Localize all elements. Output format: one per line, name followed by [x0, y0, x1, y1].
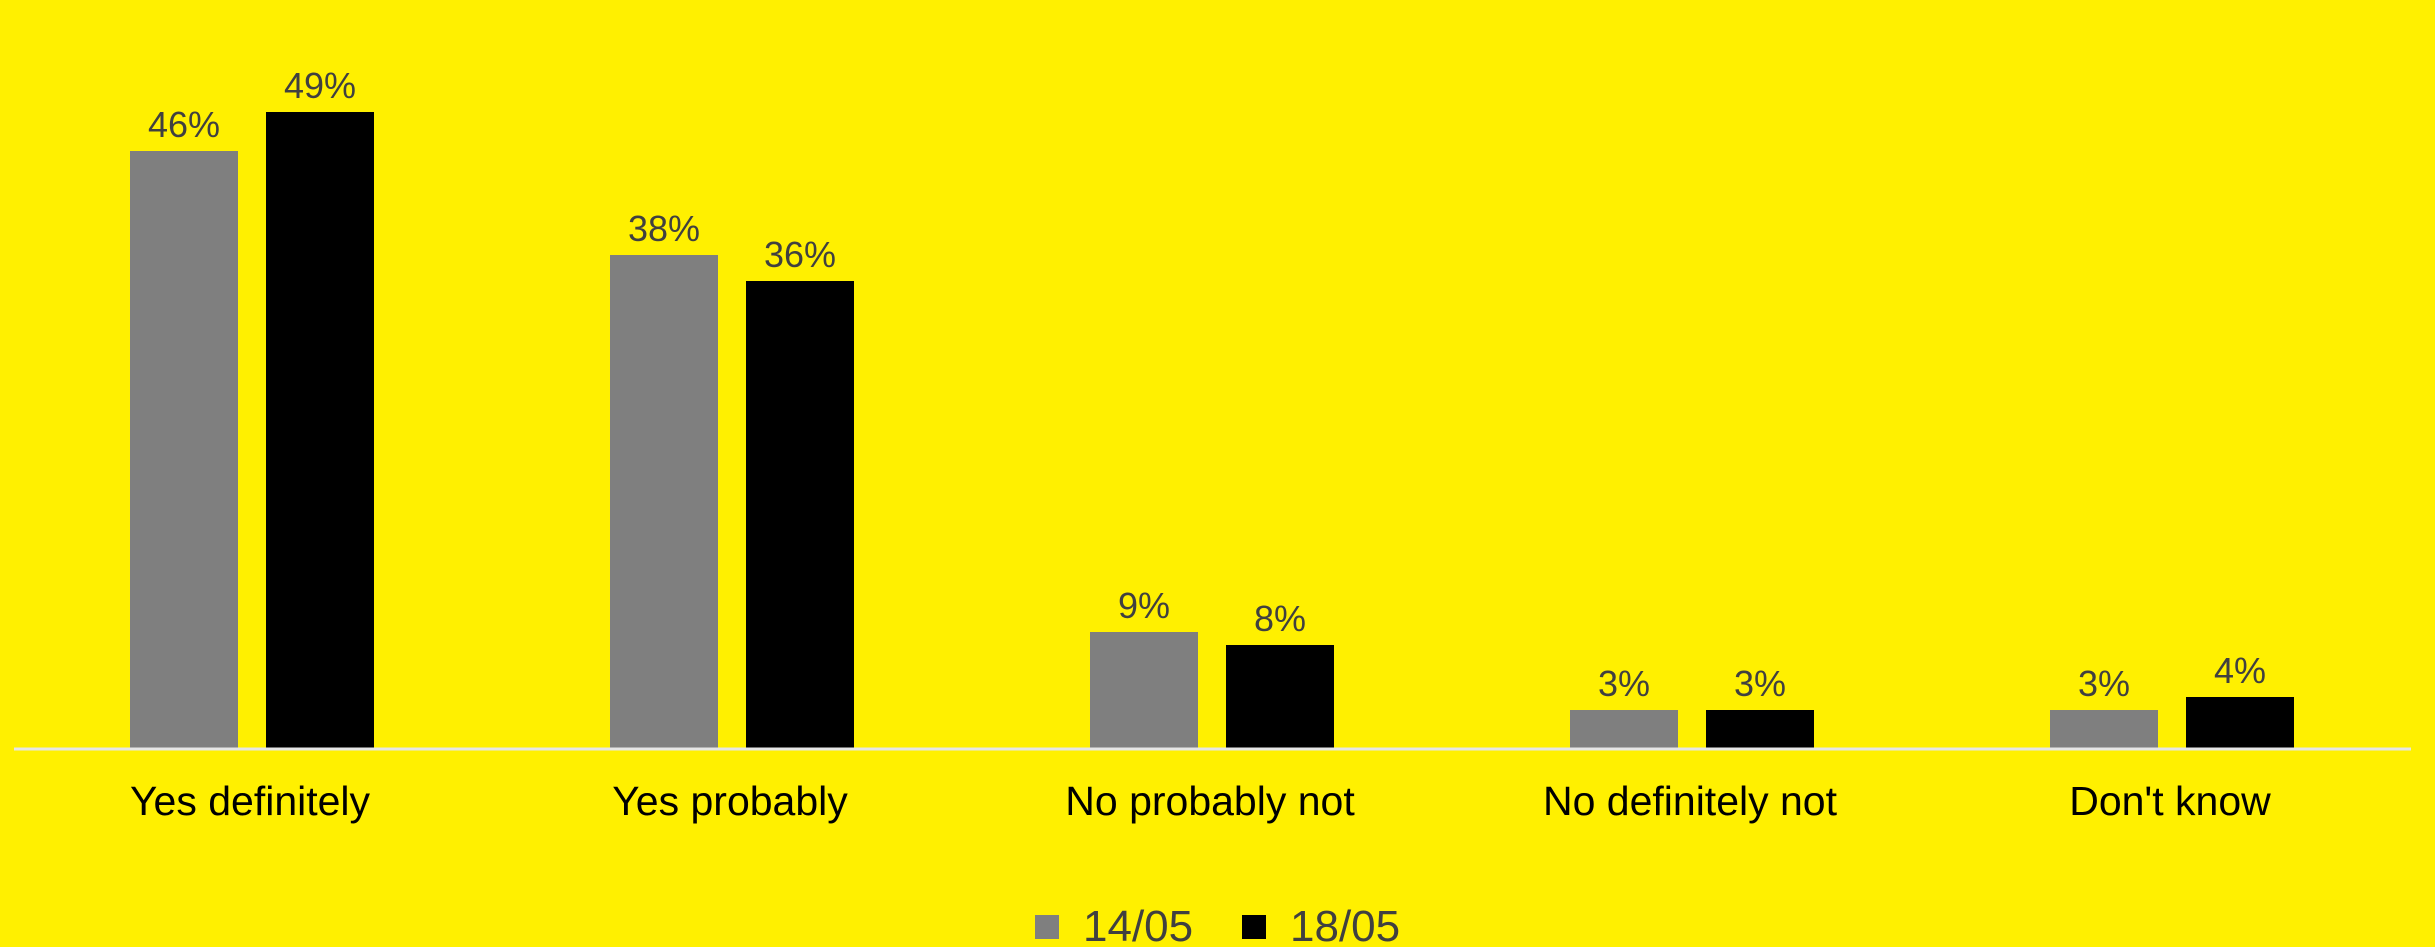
legend: 14/05 18/05: [1035, 902, 1400, 947]
bar-2-5: [2186, 697, 2294, 749]
value-label-1-3: 9%: [1118, 585, 1170, 626]
category-label-2: Yes probably: [612, 778, 848, 824]
bar-1-3: [1090, 632, 1198, 749]
bar-2-1: [266, 112, 374, 749]
value-label-1-5: 3%: [2078, 663, 2130, 704]
bar-2-4: [1706, 710, 1814, 749]
bar-1-4: [1570, 710, 1678, 749]
value-label-1-4: 3%: [1598, 663, 1650, 704]
bar-1-1: [130, 151, 238, 749]
bars-layer: [130, 112, 2294, 749]
value-label-1-2: 38%: [628, 208, 700, 249]
legend-swatch-series-1: [1035, 915, 1059, 939]
bar-1-2: [610, 255, 718, 749]
category-label-1: Yes definitely: [130, 778, 371, 824]
bar-2-3: [1226, 645, 1334, 749]
category-label-3: No probably not: [1065, 778, 1355, 824]
value-label-2-1: 49%: [284, 65, 356, 106]
value-labels-layer: 46% 49% 38% 36% 9% 8% 3% 3% 3% 4%: [148, 65, 2266, 704]
value-label-2-2: 36%: [764, 234, 836, 275]
category-labels-layer: Yes definitely Yes probably No probably no…: [130, 778, 2271, 824]
category-label-4: No definitely not: [1543, 778, 1838, 824]
bar-2-2: [746, 281, 854, 749]
category-label-5: Don't know: [2069, 778, 2271, 824]
legend-label-series-2: 18/05: [1290, 902, 1400, 947]
value-label-2-5: 4%: [2214, 650, 2266, 691]
bar-1-5: [2050, 710, 2158, 749]
value-label-2-4: 3%: [1734, 663, 1786, 704]
value-label-1-1: 46%: [148, 104, 220, 145]
legend-label-series-1: 14/05: [1083, 902, 1193, 947]
value-label-2-3: 8%: [1254, 598, 1306, 639]
legend-swatch-series-2: [1242, 915, 1266, 939]
